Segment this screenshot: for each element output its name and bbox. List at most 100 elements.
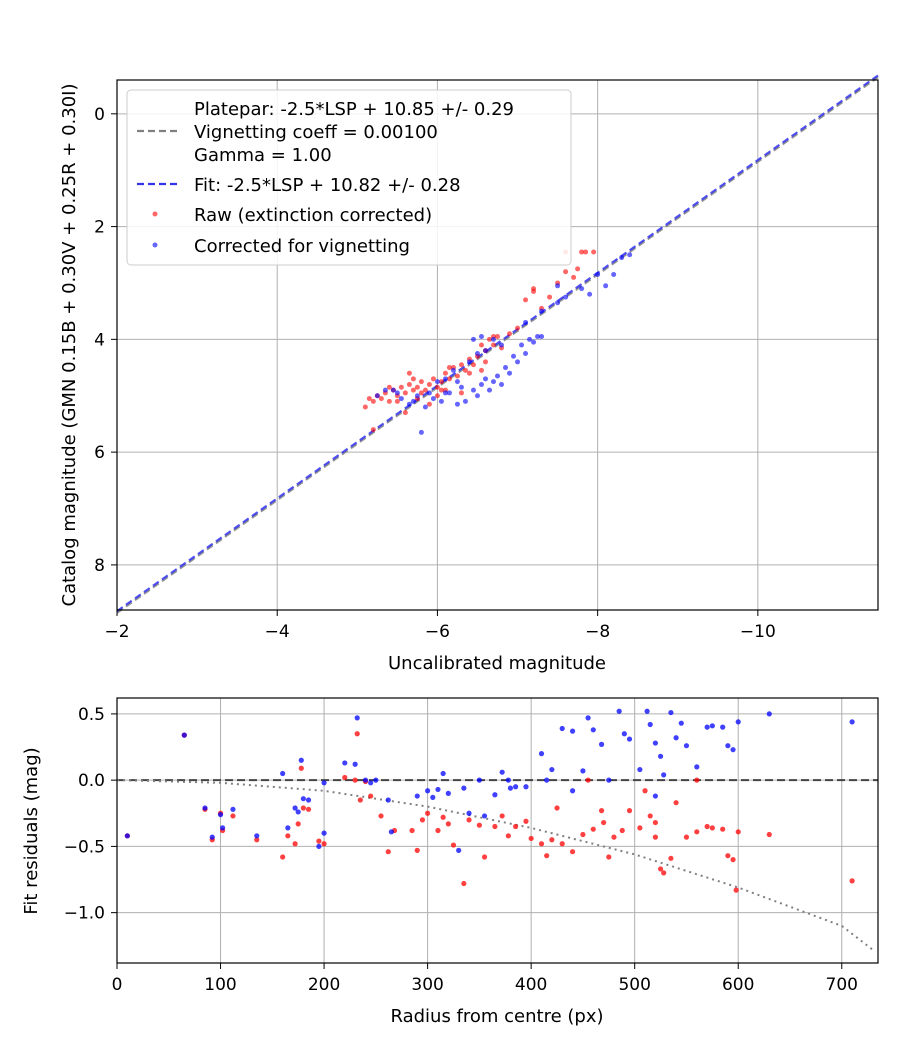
- scatter-point: [458, 390, 464, 396]
- residual-point: [440, 770, 446, 777]
- residual-point: [735, 829, 741, 835]
- residual-point: [352, 761, 358, 767]
- x-tick-label: 400: [515, 975, 547, 995]
- scatter-point: [430, 396, 436, 402]
- legend-box: [126, 89, 572, 266]
- residual-point: [849, 878, 855, 884]
- scatter-point: [410, 398, 416, 404]
- scatter-point: [438, 398, 444, 404]
- scatter-point: [446, 365, 452, 371]
- residual-point: [733, 887, 739, 893]
- residual-point: [298, 765, 304, 771]
- residual-point: [385, 849, 391, 855]
- residual-point: [621, 731, 627, 737]
- residual-point: [704, 823, 710, 830]
- residual-point: [505, 777, 511, 783]
- residual-point: [683, 834, 690, 840]
- scatter-point: [466, 370, 472, 376]
- scatter-point: [478, 367, 484, 373]
- scatter-point: [611, 272, 617, 278]
- residual-point: [528, 835, 534, 842]
- scatter-point: [595, 272, 601, 278]
- residual-point: [476, 777, 482, 783]
- residual-point: [316, 838, 322, 844]
- bottom-chart: 0 100 200 300 400 500 600 700 0.5 0.0 −0.5 −1.0 Ra…: [21, 697, 879, 1027]
- scatter-point: [486, 336, 492, 342]
- residual-point: [492, 792, 498, 798]
- bottom-x-axis-label: Radius from centre (px): [390, 1006, 603, 1027]
- residual-point: [661, 772, 667, 778]
- residual-point: [280, 770, 286, 777]
- residual-point: [619, 827, 625, 834]
- residual-point: [598, 741, 605, 747]
- residual-point: [378, 813, 384, 819]
- top-x-axis-label: Uncalibrated magnitude: [388, 653, 606, 674]
- scatter-point: [583, 249, 589, 255]
- scatter-point: [442, 376, 448, 382]
- scatter-point: [563, 294, 569, 300]
- residual-point: [559, 841, 565, 847]
- scatter-point: [434, 393, 440, 399]
- scatter-point: [495, 334, 500, 340]
- scatter-point: [482, 359, 488, 365]
- residual-point: [559, 725, 565, 732]
- scatter-point: [495, 373, 500, 379]
- residual-point: [481, 854, 488, 860]
- scatter-point: [490, 342, 496, 348]
- scatter-point: [523, 350, 529, 356]
- residual-point: [466, 810, 472, 816]
- scatter-point: [410, 376, 416, 382]
- residual-point: [445, 790, 451, 797]
- scatter-point: [486, 387, 492, 393]
- residual-point: [668, 709, 674, 716]
- residual-point: [414, 793, 420, 799]
- y-tick-label: −0.5: [64, 837, 105, 857]
- residual-point: [538, 841, 545, 847]
- legend-platepar-line-2: Vignetting coeff = 0.00100: [194, 122, 438, 143]
- residual-point: [569, 788, 576, 794]
- residual-point: [230, 806, 236, 812]
- residual-point: [368, 780, 374, 786]
- scatter-point: [531, 339, 537, 345]
- residual-point: [694, 764, 700, 770]
- residual-point: [300, 805, 306, 811]
- residual-point: [673, 800, 679, 806]
- residual-point: [409, 827, 415, 834]
- scatter-point: [426, 401, 432, 407]
- residual-point: [425, 788, 431, 794]
- scatter-point: [394, 398, 400, 404]
- residual-point: [419, 817, 426, 823]
- residual-point: [505, 833, 511, 839]
- scatter-point: [499, 381, 505, 387]
- residual-point: [298, 757, 304, 763]
- scatter-point: [450, 367, 456, 373]
- scatter-point: [507, 370, 513, 376]
- scatter-point: [378, 396, 384, 402]
- scatter-point: [490, 336, 496, 342]
- residual-point: [730, 857, 736, 863]
- residual-point: [280, 854, 286, 860]
- scatter-point: [382, 387, 388, 393]
- scatter-point: [390, 387, 396, 393]
- scatter-point: [394, 390, 400, 396]
- scatter-point: [438, 387, 444, 393]
- residual-point: [683, 743, 690, 749]
- residual-point: [342, 760, 348, 766]
- residual-point: [513, 784, 519, 790]
- residual-point: [321, 780, 327, 786]
- residual-point: [735, 719, 741, 725]
- scatter-point: [466, 359, 472, 365]
- residual-point: [554, 805, 560, 811]
- scatter-point: [438, 379, 444, 385]
- residual-point: [124, 833, 130, 839]
- residual-point: [440, 814, 446, 820]
- scatter-point: [579, 249, 585, 255]
- legend-raw-label: Raw (extinction corrected): [194, 205, 432, 226]
- scatter-point: [462, 398, 468, 404]
- residual-point: [352, 777, 358, 783]
- scatter-point: [499, 342, 505, 348]
- scatter-point: [410, 387, 416, 393]
- scatter-point: [535, 334, 541, 340]
- residual-point: [606, 854, 612, 860]
- legend-platepar-line-1: Platepar: -2.5*LSP + 10.85 +/- 0.29: [194, 99, 514, 120]
